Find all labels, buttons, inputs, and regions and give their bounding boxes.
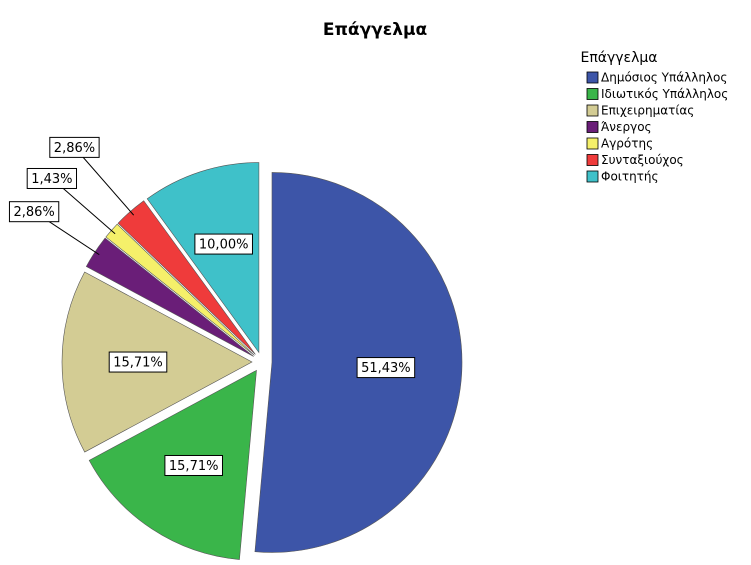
data-label-text: 2,86% bbox=[13, 205, 54, 220]
legend-label: Αγρότης bbox=[601, 137, 653, 151]
data-label: 10,00% bbox=[194, 233, 253, 255]
data-label-text: 2,86% bbox=[54, 141, 95, 156]
legend-swatch bbox=[586, 71, 599, 84]
data-label-text: 1,43% bbox=[31, 172, 72, 187]
data-label: 51,43% bbox=[356, 357, 416, 379]
data-label-text: 51,43% bbox=[361, 361, 411, 376]
legend-label: Επιχειρηματίας bbox=[601, 104, 694, 118]
data-label-text: 15,71% bbox=[169, 459, 219, 474]
legend-label: Δημόσιος Υπάλληλος bbox=[601, 71, 727, 85]
legend-swatch bbox=[586, 104, 599, 117]
legend-swatch bbox=[586, 137, 599, 150]
legend-title: Επάγγελμα bbox=[580, 50, 657, 66]
pie-slice bbox=[146, 162, 260, 354]
data-label-text: 15,71% bbox=[113, 356, 163, 371]
legend-swatch bbox=[586, 154, 599, 166]
data-label: 15,71% bbox=[108, 351, 168, 373]
data-label-box bbox=[356, 357, 416, 379]
data-label: 2,86% bbox=[8, 201, 60, 223]
data-label-box bbox=[194, 233, 253, 255]
legend-label: Άνεργος bbox=[601, 120, 652, 134]
data-label-box bbox=[164, 454, 223, 476]
chart-title: Επάγγελμα bbox=[323, 20, 427, 40]
data-label-box bbox=[108, 351, 168, 373]
data-label-box bbox=[26, 167, 78, 189]
legend-swatch bbox=[586, 88, 599, 100]
legend-label: Συνταξιούχος bbox=[601, 153, 684, 167]
data-label: 1,43% bbox=[26, 167, 78, 189]
data-label: 2,86% bbox=[49, 136, 100, 158]
leader-line bbox=[74, 147, 135, 216]
legend-label: Φοιτητής bbox=[601, 170, 659, 184]
legend-swatch bbox=[586, 121, 599, 133]
data-label: 15,71% bbox=[164, 454, 223, 476]
data-label-box bbox=[8, 201, 60, 223]
data-label-box bbox=[49, 136, 100, 158]
legend-label: Ιδιωτικός Υπάλληλος bbox=[601, 87, 728, 101]
legend-swatch bbox=[586, 170, 599, 183]
data-label-text: 10,00% bbox=[199, 238, 249, 253]
